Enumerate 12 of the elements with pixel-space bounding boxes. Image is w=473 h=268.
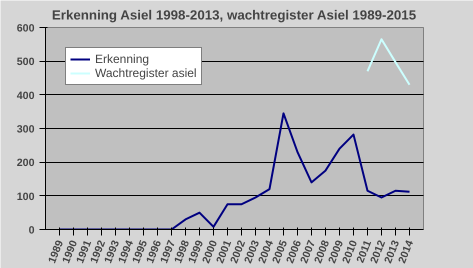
line-series	[366, 38, 410, 86]
line-series	[58, 112, 410, 230]
y-tick-label: 200	[16, 157, 35, 170]
y-tick-label: 100	[16, 190, 35, 203]
chart-title: Erkenning Asiel 1998-2013, wachtregister Asiel 1989-2015	[52, 8, 417, 22]
y-tick-label: 300	[16, 124, 35, 136]
y-tick-label: 500	[16, 56, 35, 68]
y-tick-label: 0	[28, 224, 35, 236]
y-tick-label: 600	[16, 22, 35, 34]
y-tick-label: 400	[16, 90, 35, 102]
legend-label: Wachtregister asiel	[95, 66, 197, 80]
legend-label: Erkenning	[95, 52, 150, 66]
